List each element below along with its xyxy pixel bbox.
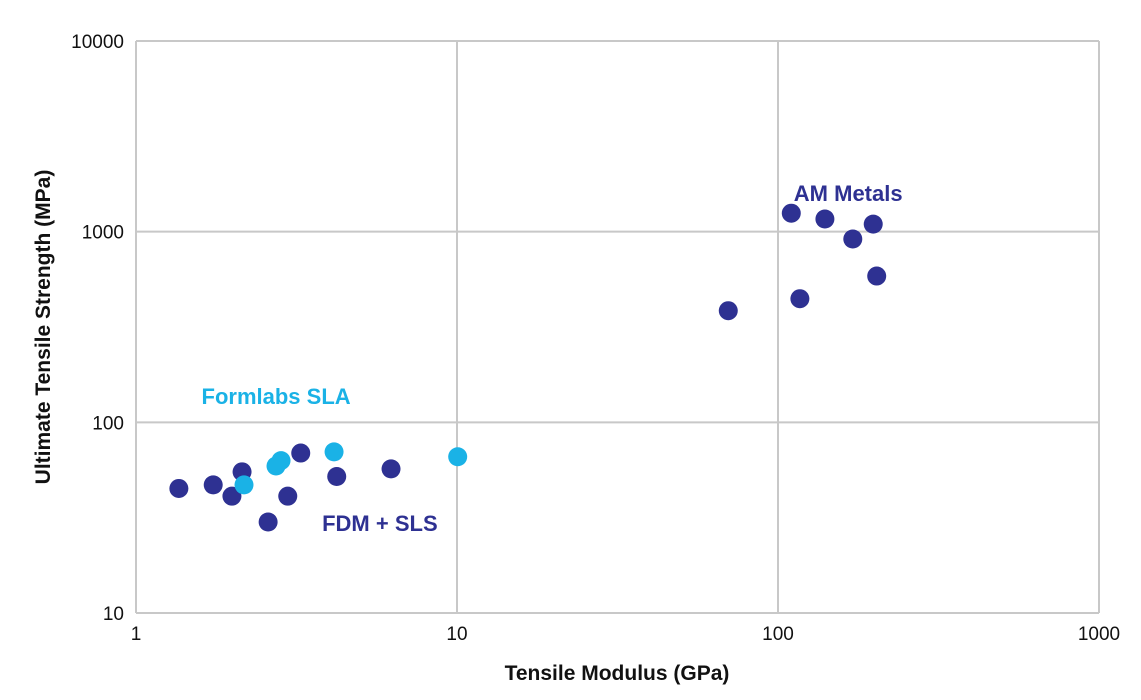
data-point (867, 266, 887, 286)
annotations: AM Metals Formlabs SLA FDM + SLS (202, 181, 903, 536)
data-point (324, 442, 344, 462)
gridlines (135, 40, 1100, 614)
data-point (718, 301, 738, 321)
y-tick-label: 10000 (71, 32, 124, 53)
data-point (327, 466, 347, 486)
y-tick-label: 1000 (82, 223, 124, 244)
annotation-label: AM Metals (794, 181, 903, 206)
data-point (278, 486, 298, 506)
y-axis-title: Ultimate Tensile Strength (MPa) (32, 170, 55, 485)
points (169, 203, 887, 532)
tick-labels: 1 10 100 1000 10 100 1000 10000 (71, 32, 1120, 645)
annotation-label: FDM + SLS (322, 511, 438, 536)
data-point (222, 486, 242, 506)
x-axis-title: Tensile Modulus (GPa) (505, 662, 730, 685)
x-tick-label: 10 (446, 624, 467, 645)
data-point (234, 475, 254, 495)
data-point (271, 451, 291, 471)
data-point (381, 459, 401, 479)
data-point (815, 209, 835, 229)
data-point (169, 478, 189, 498)
data-point (203, 475, 223, 495)
x-tick-label: 100 (762, 624, 794, 645)
data-point (258, 512, 278, 532)
series-formlabs-sla (234, 442, 468, 495)
data-point (291, 443, 311, 463)
y-tick-label: 10 (103, 604, 124, 625)
x-tick-label: 1000 (1078, 624, 1120, 645)
data-point (781, 203, 801, 223)
data-point (448, 447, 468, 467)
series-am-metals (718, 203, 887, 321)
x-tick-label: 1 (131, 624, 142, 645)
data-point (843, 229, 863, 249)
y-tick-label: 100 (92, 413, 124, 434)
data-point (790, 289, 810, 309)
data-point (863, 214, 883, 234)
annotation-label: Formlabs SLA (202, 384, 351, 409)
